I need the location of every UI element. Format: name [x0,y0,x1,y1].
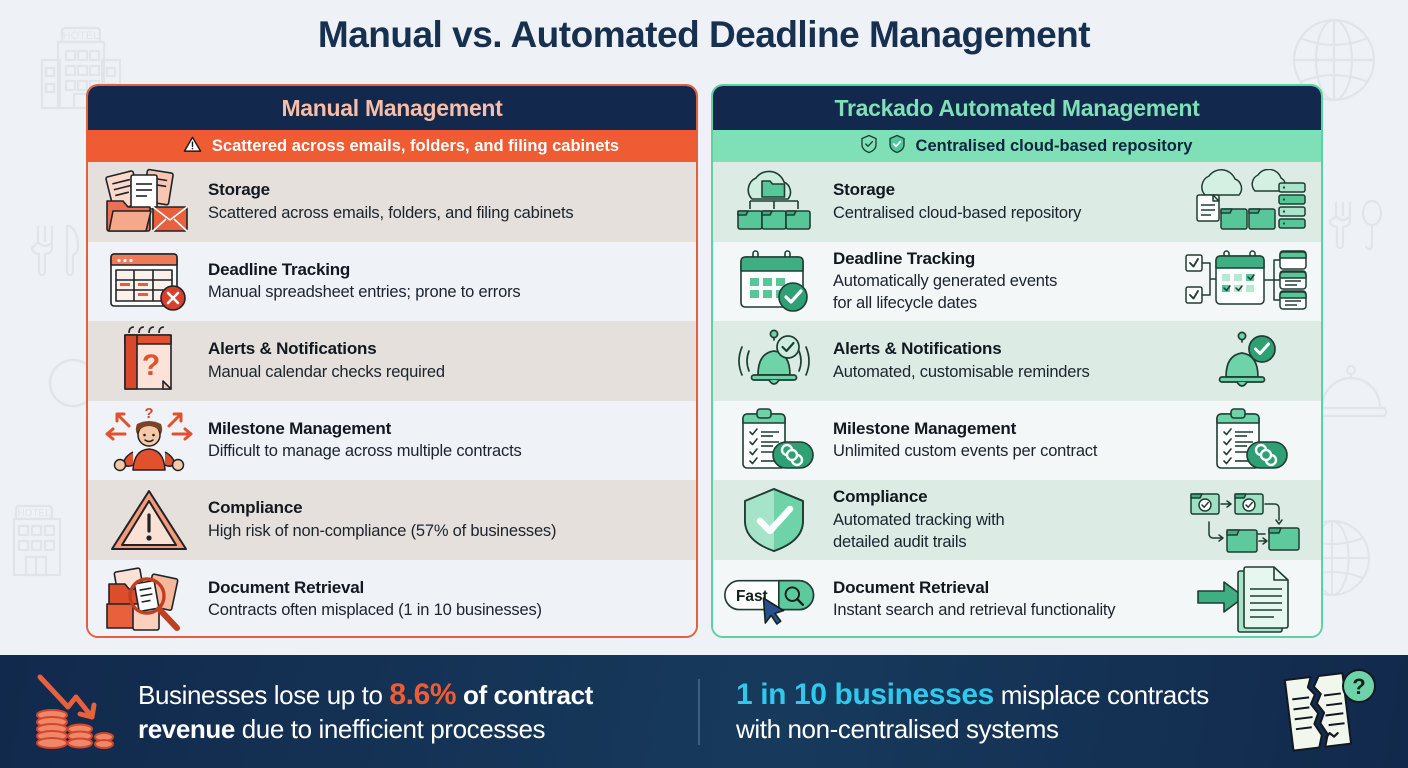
footer-left-highlight: 8.6% [389,678,457,712]
footer-right-highlight: 1 in 10 businesses [736,678,994,712]
automated-row-desc-line2: for all lifecycle dates [833,294,977,313]
automated-row-title: Milestone Management [833,418,1017,438]
manual-row-title: Milestone Management [208,418,392,438]
footer-stat-right-text: 1 in 10 businesses misplace contracts wi… [736,677,1256,745]
automated-card-heading: Trackado Automated Management [713,86,1321,130]
automated-row-title: Document Retrieval [833,577,990,597]
automated-row-compliance: Compliance Automated tracking with detai… [713,480,1321,560]
automated-row-title: Alerts & Notifications [833,339,1002,359]
footer-stats-bar: Businesses lose up to 8.6% of contract r… [0,655,1408,768]
manual-card-subheading-bar: Scattered across emails, folders, and fi… [88,130,696,162]
footer-left-prefix: Businesses lose up to [138,680,390,711]
calendar-workflow-checklist-icon [1183,245,1313,317]
ringing-bell-check-icon [721,325,827,397]
footer-left-suffix: due to inefficient processes [234,713,546,744]
warning-triangle-icon [183,135,202,158]
manual-rows: Storage Scattered across emails, folders… [88,162,696,636]
folder-magnifier-search-icon [96,563,202,635]
automated-row-desc: Unlimited custom events per contract [833,442,1098,461]
clipboard-infinity-icon-2 [1183,404,1313,476]
manual-row-storage: Storage Scattered across emails, folders… [88,162,696,242]
automated-row-desc: Centralised cloud-based repository [833,203,1082,222]
manual-row-desc: High risk of non-compliance (57% of busi… [208,521,557,540]
manual-row-desc: Manual calendar checks required [208,362,445,381]
manual-row-deadline-tracking: Deadline Tracking Manual spreadsheet ent… [88,241,696,321]
manual-row-title: Document Retrieval [208,577,365,597]
clipboard-infinity-icon [721,404,827,476]
automated-row-milestone-management: Milestone Management Unlimited custom ev… [713,400,1321,480]
manual-row-desc: Scattered across emails, folders, and fi… [208,203,574,222]
manual-card-heading: Manual Management [88,86,696,130]
automated-row-desc-line1: Automatically generated events [833,272,1058,291]
manual-row-desc: Contracts often misplaced (1 in 10 busin… [208,601,542,620]
cloud-server-stack-icon [1183,166,1313,238]
automated-row-alerts-notifications: Alerts & Notifications Automated, custom… [713,321,1321,401]
bell-check-icon [1183,325,1313,397]
declining-coins-chart-icon [26,666,122,758]
torn-document-question-icon: ? [1272,666,1382,758]
spreadsheet-error-icon [96,245,202,317]
automated-row-desc-line1: Automated tracking with [833,510,1005,529]
calendar-question-icon: ? [96,325,202,397]
shield-check-icon [888,134,906,159]
automated-row-document-retrieval: Fast Document Retrieval Instant search a… [713,559,1321,636]
calendar-check-icon [721,245,827,317]
shield-outline-icon [860,134,878,159]
automated-row-desc: Automated, customisable reminders [833,362,1090,381]
automated-row-title: Compliance [833,487,928,507]
footer-right-text: misplace contracts with non-centralised … [736,680,1209,744]
automated-row-desc-line2: detailed audit trails [833,532,967,551]
manual-row-milestone-management: ? [88,400,696,480]
footer-stat-left-text: Businesses lose up to 8.6% of contract r… [138,677,672,745]
manual-row-desc: Difficult to manage across multiple cont… [208,442,522,461]
manual-row-title: Alerts & Notifications [208,339,377,359]
automated-row-storage: Storage Centralised cloud-based reposito… [713,162,1321,242]
shield-check-filled-icon [721,484,827,556]
automated-row-title: Storage [833,180,895,200]
manual-row-title: Deadline Tracking [208,259,351,279]
automated-row-desc: Instant search and retrieval functionali… [833,601,1116,620]
footer-stat-left: Businesses lose up to 8.6% of contract r… [0,666,698,758]
manual-row-desc: Manual spreadsheet entries; prone to err… [208,283,521,302]
warning-triangle-icon [96,484,202,556]
confused-person-arrows-icon: ? [96,404,202,476]
automated-row-deadline-tracking: Deadline Tracking Automatically generate… [713,241,1321,321]
page-title: Manual vs. Automated Deadline Management [317,14,1091,55]
automated-card-subheading-bar: Centralised cloud-based repository [713,130,1321,162]
automated-management-card: Trackado Automated Management Centralise… [711,84,1323,638]
scattered-documents-folder-envelope-icon [96,166,202,238]
svg-text:Fast: Fast [736,588,768,605]
manual-row-compliance: Compliance High risk of non-compliance (… [88,480,696,560]
automated-row-title: Deadline Tracking [833,248,976,268]
automated-rows: Storage Centralised cloud-based reposito… [713,162,1321,636]
folder-audit-flow-icon [1183,484,1313,556]
footer-left-middle: of contract revenue [138,680,593,744]
svg-text:?: ? [1352,674,1365,699]
svg-text:?: ? [144,405,153,422]
manual-row-document-retrieval: Document Retrieval Contracts often mispl… [88,559,696,636]
fast-search-box-icon: Fast [721,563,827,635]
manual-subheading-text: Scattered across emails, folders, and fi… [211,136,620,155]
automated-subheading-text: Centralised cloud-based repository [915,136,1193,155]
manual-row-title: Storage [208,180,270,200]
svg-text:?: ? [142,349,160,382]
manual-management-card: Manual Management Scattered across email… [86,84,698,638]
footer-stat-right: 1 in 10 businesses misplace contracts wi… [700,666,1408,758]
manual-row-alerts-notifications: ? Alerts & Notifications Manual calendar… [88,321,696,401]
cloud-folders-icon [721,166,827,238]
document-arrow-icon [1183,563,1313,635]
footer-divider [698,678,700,745]
manual-row-title: Compliance [208,498,303,518]
